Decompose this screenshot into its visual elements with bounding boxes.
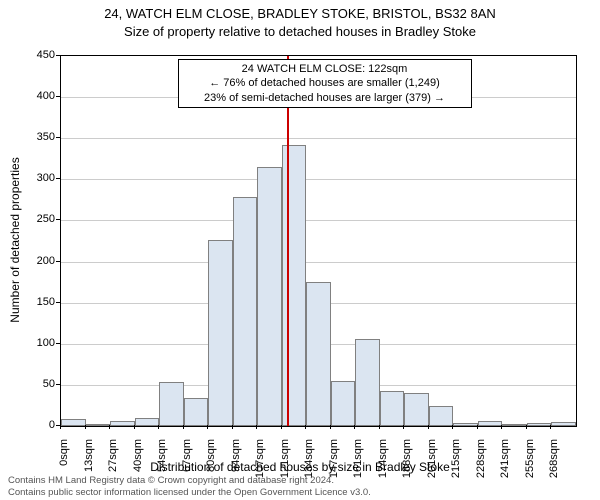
x-tick-label: 228sqm [475, 439, 487, 489]
histogram-bar [110, 421, 135, 426]
x-tick-label: 255sqm [524, 439, 536, 489]
property-size-chart: 24, WATCH ELM CLOSE, BRADLEY STOKE, BRIS… [0, 0, 600, 500]
histogram-bar [429, 406, 454, 426]
gridline [61, 220, 576, 221]
annotation-line-1: 24 WATCH ELM CLOSE: 122sqm [185, 62, 465, 76]
y-tick-label: 100 [10, 337, 55, 349]
x-tick-mark [501, 425, 502, 429]
x-tick-label: 107sqm [254, 439, 266, 489]
x-tick-label: 67sqm [181, 439, 193, 489]
chart-title-address: 24, WATCH ELM CLOSE, BRADLEY STOKE, BRIS… [0, 6, 600, 21]
x-tick-label: 54sqm [156, 439, 168, 489]
x-tick-label: 27sqm [107, 439, 119, 489]
x-tick-mark [232, 425, 233, 429]
x-tick-label: 215sqm [450, 439, 462, 489]
x-tick-mark [305, 425, 306, 429]
x-tick-label: 134sqm [303, 439, 315, 489]
x-tick-label: 80sqm [205, 439, 217, 489]
histogram-bar [355, 339, 380, 426]
annotation-box: 24 WATCH ELM CLOSE: 122sqm ← 76% of deta… [178, 59, 472, 108]
histogram-bar [135, 418, 160, 426]
y-tick-mark [56, 55, 60, 56]
histogram-bar [257, 167, 282, 426]
x-tick-label: 161sqm [352, 439, 364, 489]
y-tick-mark [56, 178, 60, 179]
histogram-bar [61, 419, 86, 426]
x-tick-mark [452, 425, 453, 429]
x-tick-label: 201sqm [426, 439, 438, 489]
histogram-bar [527, 423, 552, 426]
x-tick-label: 13sqm [83, 439, 95, 489]
histogram-bar [159, 382, 184, 426]
x-tick-mark [477, 425, 478, 429]
x-tick-mark [281, 425, 282, 429]
histogram-bar [453, 423, 478, 426]
y-tick-label: 400 [10, 90, 55, 102]
y-tick-label: 350 [10, 131, 55, 143]
y-tick-label: 300 [10, 172, 55, 184]
x-tick-label: 147sqm [328, 439, 340, 489]
y-tick-mark [56, 219, 60, 220]
x-tick-mark [109, 425, 110, 429]
histogram-bar [380, 391, 405, 426]
y-tick-label: 50 [10, 378, 55, 390]
gridline [61, 179, 576, 180]
histogram-bar [551, 422, 576, 426]
x-tick-label: 268sqm [548, 439, 560, 489]
x-tick-mark [85, 425, 86, 429]
histogram-bar [306, 282, 331, 426]
x-tick-mark [207, 425, 208, 429]
plot-area [60, 55, 577, 427]
x-tick-label: 0sqm [58, 439, 70, 489]
gridline [61, 138, 576, 139]
y-tick-mark [56, 343, 60, 344]
histogram-bar [86, 424, 111, 426]
x-tick-mark [134, 425, 135, 429]
x-tick-mark [428, 425, 429, 429]
x-tick-mark [354, 425, 355, 429]
y-tick-label: 0 [10, 419, 55, 431]
y-tick-mark [56, 302, 60, 303]
y-tick-mark [56, 96, 60, 97]
histogram-bar [404, 393, 429, 426]
annotation-line-3: 23% of semi-detached houses are larger (… [185, 91, 465, 105]
histogram-bar [331, 381, 356, 426]
gridline [61, 262, 576, 263]
x-tick-mark [379, 425, 380, 429]
histogram-bar [478, 421, 503, 426]
x-tick-label: 241sqm [499, 439, 511, 489]
x-tick-mark [526, 425, 527, 429]
y-tick-label: 450 [10, 49, 55, 61]
histogram-bar [282, 145, 307, 426]
x-tick-label: 188sqm [401, 439, 413, 489]
chart-subtitle: Size of property relative to detached ho… [0, 24, 600, 39]
y-tick-mark [56, 137, 60, 138]
x-tick-mark [183, 425, 184, 429]
y-tick-label: 150 [10, 296, 55, 308]
y-tick-mark [56, 261, 60, 262]
y-tick-label: 250 [10, 213, 55, 225]
marker-line [287, 56, 289, 426]
histogram-bar [502, 424, 527, 426]
x-tick-label: 40sqm [132, 439, 144, 489]
x-tick-mark [158, 425, 159, 429]
y-tick-mark [56, 384, 60, 385]
x-tick-mark [256, 425, 257, 429]
x-tick-mark [403, 425, 404, 429]
x-tick-mark [60, 425, 61, 429]
y-tick-label: 200 [10, 255, 55, 267]
annotation-line-2: ← 76% of detached houses are smaller (1,… [185, 76, 465, 90]
x-tick-mark [550, 425, 551, 429]
x-tick-label: 94sqm [230, 439, 242, 489]
histogram-bar [233, 197, 258, 426]
x-tick-label: 121sqm [279, 439, 291, 489]
x-tick-mark [330, 425, 331, 429]
x-tick-label: 174sqm [377, 439, 389, 489]
histogram-bar [184, 398, 209, 426]
histogram-bar [208, 240, 233, 426]
